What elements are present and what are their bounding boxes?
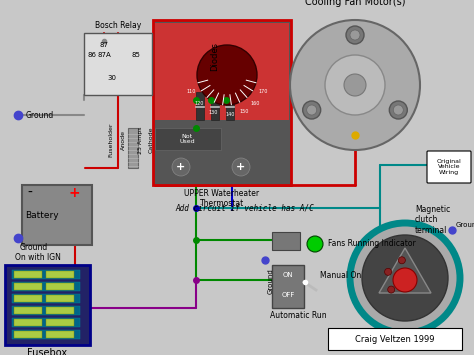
Text: Craig Veltzen 1999: Craig Veltzen 1999 (355, 334, 435, 344)
Text: Manual On: Manual On (320, 271, 361, 279)
Bar (196, 92, 204, 120)
Text: Automatic Run: Automatic Run (270, 311, 327, 320)
Text: 85: 85 (132, 52, 140, 58)
Text: ON: ON (283, 272, 293, 278)
Text: Cooling Fan Motor(s): Cooling Fan Motor(s) (305, 0, 405, 7)
Bar (155, 128, 221, 150)
Circle shape (344, 74, 366, 96)
Text: 140: 140 (226, 112, 235, 118)
Bar (46, 307, 74, 314)
Bar (211, 92, 219, 120)
Circle shape (350, 223, 460, 333)
Bar (272, 232, 300, 250)
Text: Battery: Battery (25, 211, 59, 219)
Circle shape (393, 268, 417, 292)
Text: -: - (27, 186, 32, 200)
Text: 110: 110 (186, 89, 195, 94)
Circle shape (307, 236, 323, 252)
Circle shape (172, 158, 190, 176)
Text: 87: 87 (100, 42, 109, 48)
Text: 87A: 87A (97, 52, 111, 58)
Bar (12, 282, 80, 291)
Text: UPPER Waterheater
Thermostat: UPPER Waterheater Thermostat (184, 189, 260, 208)
Text: +: + (176, 162, 186, 172)
Bar (46, 283, 74, 290)
Text: Add circuit if vehicle has A/C: Add circuit if vehicle has A/C (176, 203, 314, 213)
Bar (153, 20, 291, 185)
Text: On with IGN: On with IGN (15, 253, 61, 262)
Bar (128, 128, 138, 168)
Text: 30: 30 (108, 75, 117, 81)
Bar (46, 295, 74, 302)
Text: Not
Used: Not Used (179, 133, 195, 144)
Circle shape (325, 55, 385, 115)
Text: 130: 130 (209, 110, 218, 115)
Bar (12, 270, 80, 279)
Text: Anode: Anode (120, 130, 126, 150)
Circle shape (346, 26, 364, 44)
Bar (14, 319, 42, 326)
Bar (14, 295, 42, 302)
Text: Ground: Ground (26, 110, 54, 120)
Bar (12, 306, 80, 315)
Circle shape (388, 286, 395, 293)
Text: Cathode: Cathode (148, 127, 154, 153)
Bar (14, 307, 42, 314)
Bar (46, 271, 74, 278)
Bar (226, 92, 234, 120)
Bar (84, 33, 152, 95)
FancyBboxPatch shape (328, 328, 462, 350)
Circle shape (384, 268, 392, 275)
FancyBboxPatch shape (427, 151, 471, 183)
Text: Ground: Ground (456, 222, 474, 228)
Bar (5, 265, 90, 345)
Bar (12, 330, 80, 339)
Text: +: + (68, 186, 80, 200)
Bar (14, 283, 42, 290)
Text: 86: 86 (88, 52, 97, 58)
Text: Fuseholder: Fuseholder (109, 123, 113, 157)
Bar (46, 331, 74, 338)
Bar (12, 294, 80, 303)
Bar (272, 265, 304, 308)
Circle shape (232, 158, 250, 176)
Text: 25 Amps: 25 Amps (138, 126, 144, 154)
Bar (12, 318, 80, 327)
Text: Ground: Ground (20, 244, 48, 252)
Text: Original
Vehicle
Wiring: Original Vehicle Wiring (437, 159, 461, 175)
Text: Bosch Relay: Bosch Relay (95, 21, 141, 30)
Circle shape (362, 235, 448, 321)
Circle shape (398, 257, 405, 264)
Text: 150: 150 (239, 109, 248, 114)
Circle shape (303, 101, 321, 119)
Text: OFF: OFF (281, 292, 295, 298)
Text: Fusebox: Fusebox (27, 348, 67, 355)
Circle shape (389, 101, 407, 119)
Circle shape (290, 20, 420, 150)
Circle shape (307, 105, 317, 115)
Circle shape (350, 30, 360, 40)
Text: +: + (237, 162, 246, 172)
Bar (155, 23, 289, 120)
Text: Fans Running Indicator: Fans Running Indicator (328, 240, 416, 248)
Text: Magnetic
clutch
terminal: Magnetic clutch terminal (415, 205, 450, 235)
Circle shape (197, 45, 257, 105)
Bar (46, 319, 74, 326)
Bar (14, 271, 42, 278)
Circle shape (393, 105, 403, 115)
Text: 120: 120 (194, 101, 203, 106)
Text: A/C Compressor: A/C Compressor (371, 338, 439, 347)
Text: 170: 170 (258, 89, 268, 94)
Bar (22, 185, 92, 245)
Text: Diodes: Diodes (210, 42, 219, 71)
Bar (14, 331, 42, 338)
Polygon shape (379, 248, 431, 293)
Text: Ground: Ground (268, 268, 274, 294)
Text: 160: 160 (251, 101, 260, 106)
